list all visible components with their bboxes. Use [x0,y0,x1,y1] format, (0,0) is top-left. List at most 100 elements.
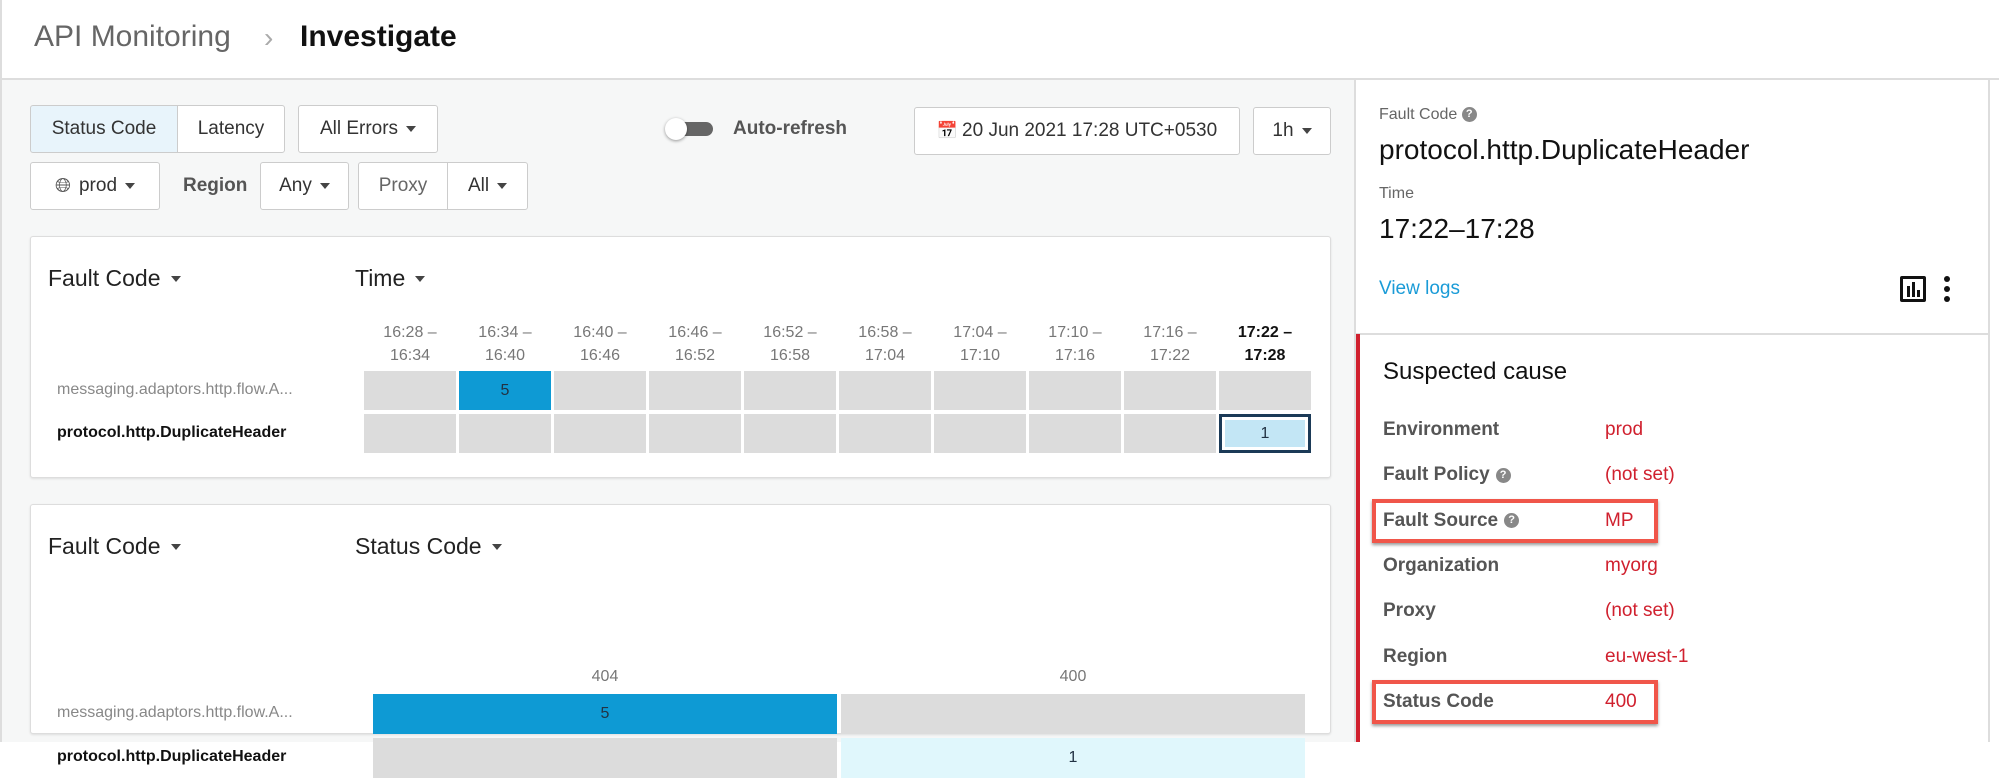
caret-down-icon [497,183,508,189]
field-name: Region [1383,645,1448,667]
column-dimension-dropdown[interactable]: Status Code [355,533,502,560]
column-header: 16:34 – 16:40 [478,324,532,364]
row-dimension-dropdown[interactable]: Fault Code [48,533,181,560]
proxy-label: Proxy [378,175,428,196]
fault-code-label: Fault Code [1379,106,1458,123]
row-dimension-dropdown[interactable]: Fault Code [48,265,181,292]
heatmap-cell[interactable] [841,694,1305,734]
column-header: 400 [1059,668,1087,685]
field-value: eu-west-1 [1605,645,1689,667]
help-icon[interactable]: ? [1461,107,1477,123]
heatmap-cell[interactable] [373,738,837,778]
field-label: Environment [1383,419,1499,441]
field-name: Fault Source [1383,509,1499,531]
field-label: Status Code [1383,691,1494,713]
chart-icon[interactable] [1900,276,1926,302]
column-header: 17:16 – 17:22 [1143,324,1197,364]
heatmap-cell[interactable] [839,371,931,410]
status-heatmap-card: Fault Code Status Code 404 400 messaging.a… [30,504,1331,778]
field-label: Fault Source? [1383,509,1520,532]
environment-label: prod [78,175,118,196]
field-name: Environment [1383,419,1500,440]
region-dropdown[interactable]: Any [260,162,349,210]
auto-refresh-toggle[interactable] [665,118,715,140]
row-dimension-label: Fault Code [48,265,161,291]
heatmap-cell[interactable] [364,414,456,453]
column-header: 404 [591,668,619,685]
caret-down-icon [170,275,181,282]
environment-dropdown[interactable]: 🌐︎ prod [30,162,160,210]
time-label: Time [1379,185,1414,202]
row-label: messaging.adaptors.http.flow.A... [57,704,293,721]
highlight-box [1372,498,1658,543]
heatmap-cell[interactable] [744,414,836,453]
column-header: 17:10 – 17:16 [1048,324,1102,364]
caret-down-icon [170,543,181,550]
heatmap-cell[interactable] [934,414,1026,453]
heatmap-cell[interactable] [649,414,741,453]
field-value: prod [1605,419,1644,440]
latency-label: Latency [197,118,265,139]
heatmap-cell[interactable] [934,371,1026,410]
column-header: 16:52 – 16:58 [763,324,817,364]
date-picker-button[interactable]: 📅 20 Jun 2021 17:28 UTC+0530 [914,107,1240,155]
more-vert-icon[interactable] [1944,276,1950,302]
heatmap-cell[interactable] [649,371,741,410]
heatmap-cell[interactable] [554,414,646,453]
field-label: Proxy [1383,600,1436,622]
heatmap-cell[interactable] [744,371,836,410]
caret-down-icon [319,183,330,189]
heatmap-cell[interactable]: 1 [1219,414,1311,453]
heatmap-cell[interactable] [1124,371,1216,410]
status-code-label: Status Code [51,118,157,139]
caret-down-icon [415,275,426,282]
proxy-value: All [467,175,490,196]
region-label: Region [183,175,248,196]
region-value: Any [279,175,312,196]
calendar-icon: 📅 [936,121,959,140]
row-label: protocol.http.DuplicateHeader [57,748,287,765]
detail-panel: Fault Code ? protocol.http.DuplicateHead… [1354,80,1990,742]
heatmap-cell[interactable] [1124,414,1216,453]
view-logs-link[interactable]: View logs [1379,278,1460,299]
row-label: messaging.adaptors.http.flow.A... [57,381,293,398]
column-dimension-label: Time [355,265,406,291]
heatmap-cell[interactable]: 1 [841,738,1305,778]
column-dimension-dropdown[interactable]: Time [355,265,426,292]
status-code-tab[interactable]: Status Code [30,105,178,153]
heatmap-cell[interactable] [839,414,931,453]
field-value: 400 [1605,690,1637,712]
help-icon[interactable]: ? [1495,467,1511,483]
help-icon[interactable]: ? [1504,513,1520,529]
field-label: Organization [1383,555,1499,577]
field-value: MP [1605,509,1634,531]
heatmap-cell[interactable] [459,414,551,453]
heatmap-cell[interactable]: 5 [459,371,551,410]
heatmap-cell[interactable] [364,371,456,410]
proxy-label-box: Proxy [358,162,448,210]
column-dimension-label: Status Code [355,533,482,559]
range-dropdown[interactable]: 1h [1253,107,1331,155]
globe-icon: 🌐︎ [54,174,71,197]
column-header: 16:46 – 16:52 [668,324,722,364]
heatmap-cell[interactable] [1029,414,1121,453]
field-name: Organization [1383,554,1500,576]
page-header: API Monitoring › Investigate [0,0,1999,80]
column-header: 16:28 – 16:34 [383,324,437,364]
heatmap-cell[interactable] [1219,371,1311,410]
field-value: myorg [1605,554,1658,576]
field-name: Status Code [1383,690,1494,712]
heatmap-cell[interactable]: 5 [373,694,837,734]
proxy-dropdown[interactable]: All [447,162,528,210]
field-name: Proxy [1383,600,1436,622]
column-header: 16:58 – 17:04 [858,324,912,364]
row-dimension-label: Fault Code [48,533,161,559]
errors-dropdown[interactable]: All Errors [298,105,438,153]
caret-down-icon [406,126,417,132]
column-header: 17:04 – 17:10 [953,324,1007,364]
latency-tab[interactable]: Latency [177,105,285,153]
date-label: 20 Jun 2021 17:28 UTC+0530 [962,120,1218,141]
heatmap-cell[interactable] [554,371,646,410]
heatmap-cell[interactable] [1029,371,1121,410]
breadcrumb-parent[interactable]: API Monitoring [34,20,231,53]
